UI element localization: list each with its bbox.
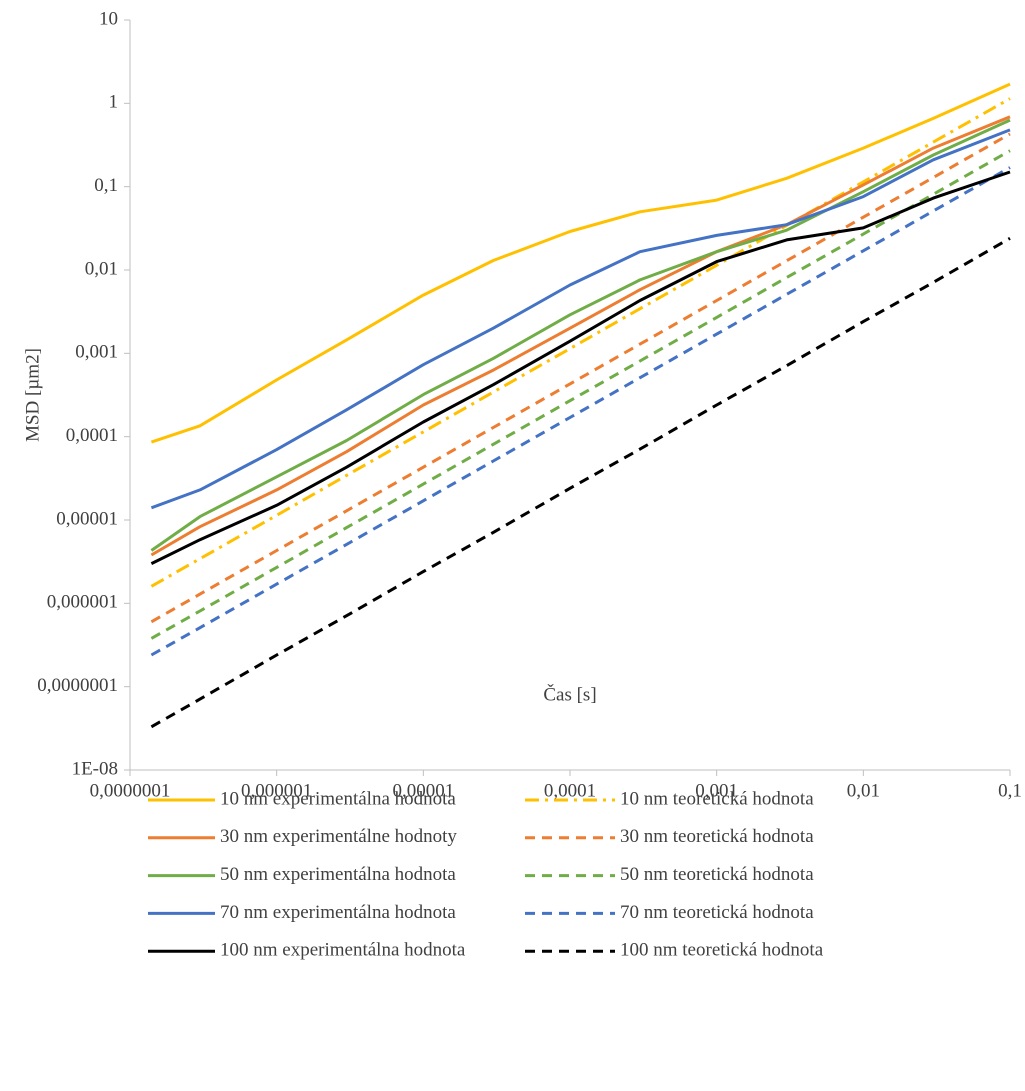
series-line [150,118,1011,552]
series-line [150,132,1011,624]
y-tick-label: 0,00001 [56,508,118,529]
legend-label: 30 nm experimentálne hodnoty [220,826,457,847]
x-axis-title: Čas [s] [543,683,596,705]
legend-label: 30 nm teoretická hodnota [620,826,814,847]
y-tick-label: 1E-08 [72,758,118,779]
series-line [150,236,1011,729]
series-line [150,166,1011,657]
x-tick-label: 0,0001 [544,780,596,801]
x-tick-label: 0,1 [998,780,1022,801]
legend-label: 50 nm experimentálna hodnota [220,864,456,885]
series-line [150,128,1011,510]
legend-label: 50 nm teoretická hodnota [620,864,814,885]
y-axis-title: MSD [µm2] [22,348,43,442]
series-line [150,149,1011,640]
legend-label: 10 nm teoretická hodnota [620,788,814,809]
series-line [150,97,1011,588]
x-tick-label: 0,000001 [241,780,312,801]
y-tick-label: 10 [99,8,118,29]
legend-label: 70 nm experimentálna hodnota [220,902,456,923]
y-tick-label: 0,01 [85,258,118,279]
legend-label: 70 nm teoretická hodnota [620,902,814,923]
y-tick-label: 0,001 [75,342,118,363]
legend-label: 10 nm experimentálna hodnota [220,788,456,809]
series-line [150,82,1011,444]
legend-label: 100 nm experimentálna hodnota [220,940,466,961]
x-tick-label: 0,0000001 [90,780,171,801]
y-tick-label: 1 [109,92,119,113]
x-tick-label: 0,01 [847,780,880,801]
y-tick-label: 0,000001 [47,592,118,613]
y-tick-label: 0,0000001 [37,675,118,696]
legend-label: 100 nm teoretická hodnota [620,940,824,961]
x-tick-label: 0,00001 [392,780,454,801]
series-line [150,115,1011,557]
y-tick-label: 0,0001 [66,425,118,446]
y-tick-label: 0,1 [94,175,118,196]
x-tick-label: 0,001 [695,780,738,801]
series-line [150,170,1011,565]
